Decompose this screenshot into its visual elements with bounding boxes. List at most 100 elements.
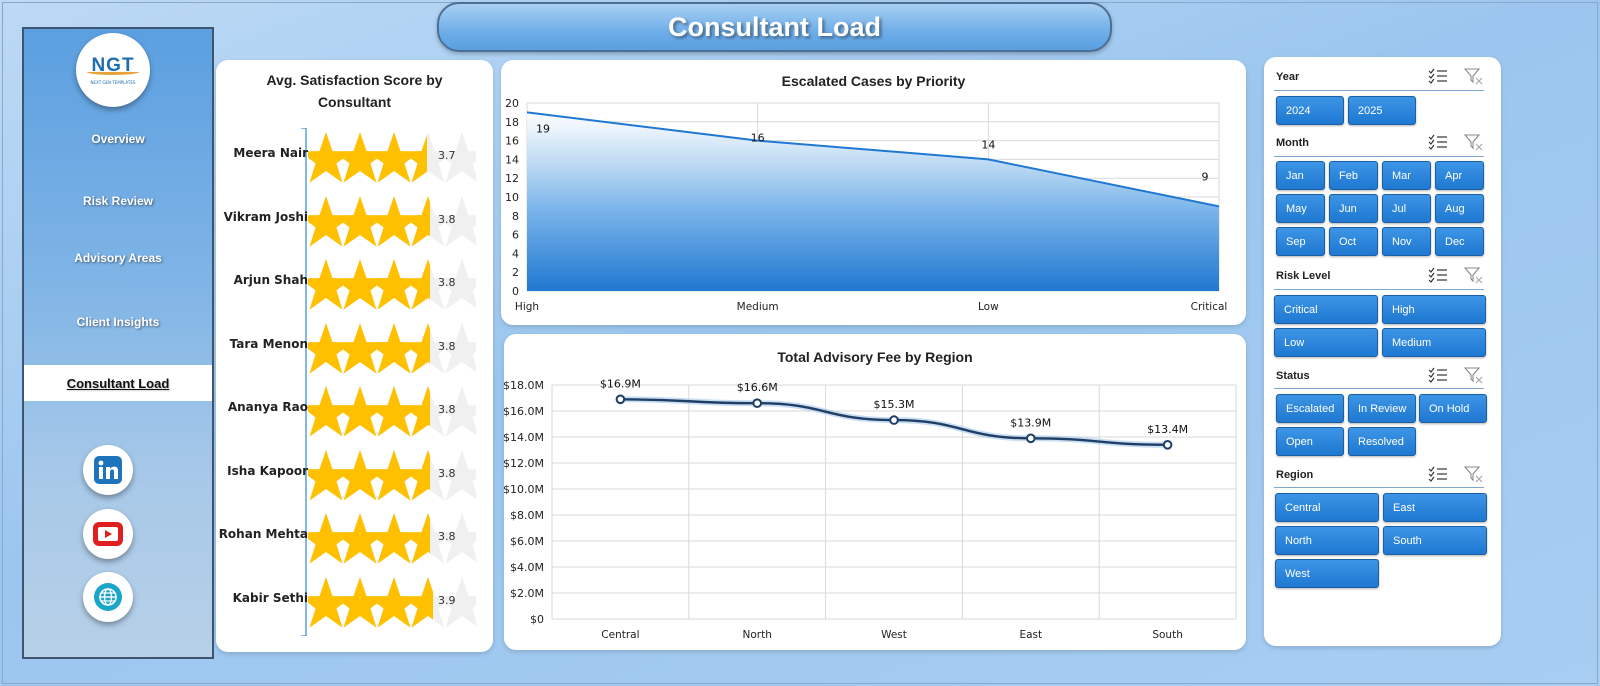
y-tick-label: 2	[512, 266, 519, 279]
slicer-month-oct[interactable]: Oct	[1329, 227, 1378, 256]
nav-item-advisory-areas[interactable]: Advisory Areas	[74, 251, 162, 265]
y-tick-label: 18	[505, 116, 519, 129]
slicer-region-north[interactable]: North	[1275, 526, 1379, 555]
escalated-cases-card: Escalated Cases by Priority 0 2 4 6 8 10 12 14 1…	[501, 60, 1246, 325]
slicer-month-aug[interactable]: Aug	[1435, 194, 1484, 223]
slicer-risk-high[interactable]: High	[1382, 295, 1486, 324]
slicer-region-central[interactable]: Central	[1275, 493, 1379, 522]
consultant-name: Meera Nair	[233, 146, 308, 160]
slicer-panel: Year 2024 2025 Month Jan Feb Mar Apr May Jun J…	[1264, 57, 1501, 646]
star-filled-icon	[308, 449, 430, 501]
multiselect-icon[interactable]	[1428, 367, 1448, 383]
slicer-month-dec[interactable]: Dec	[1435, 227, 1484, 256]
x-tick-label: High	[515, 301, 539, 313]
area-fill	[527, 112, 1219, 292]
clear-filter-icon[interactable]	[1464, 133, 1484, 151]
satisfaction-card: Avg. Satisfaction Score by Consultant Me…	[216, 60, 493, 652]
star-empty-icon	[435, 449, 476, 501]
consultant-name: Vikram Joshi	[223, 209, 308, 224]
multiselect-icon[interactable]	[1428, 134, 1448, 150]
slicer-risk-critical[interactable]: Critical	[1274, 295, 1378, 324]
slicer-region-title: Region	[1276, 469, 1314, 481]
data-point	[752, 398, 762, 408]
data-label: $16.9M	[600, 377, 641, 390]
slicer-status-escalated[interactable]: Escalated	[1276, 394, 1344, 423]
clear-filter-icon[interactable]	[1464, 67, 1484, 85]
star-filled-icon	[308, 195, 430, 247]
slicer-status-open[interactable]: Open	[1276, 427, 1344, 456]
slicer-month-feb[interactable]: Feb	[1329, 161, 1378, 190]
x-tick-label: Central	[601, 629, 639, 641]
nav-item-consultant-load[interactable]: Consultant Load	[24, 365, 212, 401]
logo-wave-icon	[87, 69, 139, 75]
slicer-region-west[interactable]: West	[1275, 559, 1379, 588]
slicer-risk-medium[interactable]: Medium	[1382, 328, 1486, 357]
y-tick-label: 0	[512, 285, 519, 298]
star-rating	[308, 322, 476, 374]
slicer-status-on-hold[interactable]: On Hold	[1419, 394, 1487, 423]
slicer-year-2025[interactable]: 2025	[1348, 96, 1416, 125]
star-empty-icon	[435, 259, 476, 310]
y-tick-label: $14.0M	[504, 431, 544, 444]
slicer-status-title: Status	[1276, 370, 1310, 382]
ngt-logo[interactable]: NGT NEXT GEN TEMPLATES	[76, 33, 150, 107]
page-title: Consultant Load	[668, 11, 881, 42]
slicer-region-east[interactable]: East	[1383, 493, 1487, 522]
slicer-month-may[interactable]: May	[1276, 194, 1325, 223]
nav-item-overview[interactable]: Overview	[91, 132, 145, 146]
star-empty-icon	[435, 513, 476, 564]
y-tick-label: 20	[505, 97, 519, 110]
star-rating	[308, 195, 476, 247]
escalated-chart-title: Escalated Cases by Priority	[781, 73, 966, 89]
x-tick-label: West	[881, 629, 907, 641]
rating-value: 3.8	[438, 403, 456, 416]
slicer-month-jun[interactable]: Jun	[1329, 194, 1378, 223]
x-tick-label: Low	[978, 301, 999, 313]
slicer-month-mar[interactable]: Mar	[1382, 161, 1431, 190]
multiselect-icon[interactable]	[1428, 267, 1448, 283]
slicer-year-2024[interactable]: 2024	[1276, 96, 1344, 125]
y-tick-label: $4.0M	[510, 561, 544, 574]
nav-item-risk-review[interactable]: Risk Review	[82, 194, 154, 208]
star-rating	[308, 259, 476, 310]
clear-filter-icon[interactable]	[1464, 266, 1484, 284]
clear-filter-icon[interactable]	[1464, 366, 1484, 384]
star-empty-icon	[435, 132, 476, 183]
y-tick-label: 14	[505, 153, 519, 166]
advisory-fee-card: Total Advisory Fee by Region $0 $2.0M $4.0…	[504, 334, 1246, 650]
multiselect-icon[interactable]	[1428, 466, 1448, 482]
slicer-divider	[1274, 388, 1484, 389]
data-point	[889, 415, 899, 425]
y-tick-label: 16	[505, 135, 519, 148]
slicer-month-jul[interactable]: Jul	[1382, 194, 1431, 223]
youtube-button[interactable]	[83, 509, 133, 559]
linkedin-button[interactable]	[83, 445, 133, 495]
rating-value: 3.8	[438, 276, 456, 289]
escalated-cases-chart: 0 2 4 6 8 10 12 14 16 18 20 19 High 16 Medium 14 Low 9 Cri…	[505, 97, 1227, 313]
slicer-month-apr[interactable]: Apr	[1435, 161, 1484, 190]
rating-row: Kabir Sethi 3.9	[216, 573, 496, 633]
slicer-month-nov[interactable]: Nov	[1382, 227, 1431, 256]
consultant-name: Isha Kapoor	[227, 463, 308, 478]
slicer-month-jan[interactable]: Jan	[1276, 161, 1325, 190]
slicer-year-title: Year	[1276, 71, 1300, 83]
rating-row: Rohan Mehta 3.8	[216, 509, 496, 569]
rating-axis	[301, 128, 307, 636]
star-rating	[308, 386, 476, 437]
slicer-risk-low[interactable]: Low	[1274, 328, 1378, 357]
multiselect-icon[interactable]	[1428, 68, 1448, 84]
slicer-region-south[interactable]: South	[1383, 526, 1487, 555]
website-button[interactable]	[83, 572, 133, 622]
y-tick-label: $18.0M	[504, 379, 544, 392]
slicer-status-in-review[interactable]: In Review	[1348, 394, 1416, 423]
slicer-status-resolved[interactable]: Resolved	[1348, 427, 1416, 456]
title-bar: Consultant Load	[437, 2, 1112, 52]
data-point	[1162, 440, 1173, 450]
slicer-month-sep[interactable]: Sep	[1276, 227, 1325, 256]
nav-item-client-insights[interactable]: Client Insights	[76, 315, 160, 329]
rating-value: 3.8	[438, 530, 456, 543]
rating-row: Vikram Joshi 3.8	[216, 192, 496, 252]
x-tick-label: Medium	[737, 301, 779, 313]
star-filled-icon	[308, 259, 430, 310]
clear-filter-icon[interactable]	[1464, 465, 1484, 483]
